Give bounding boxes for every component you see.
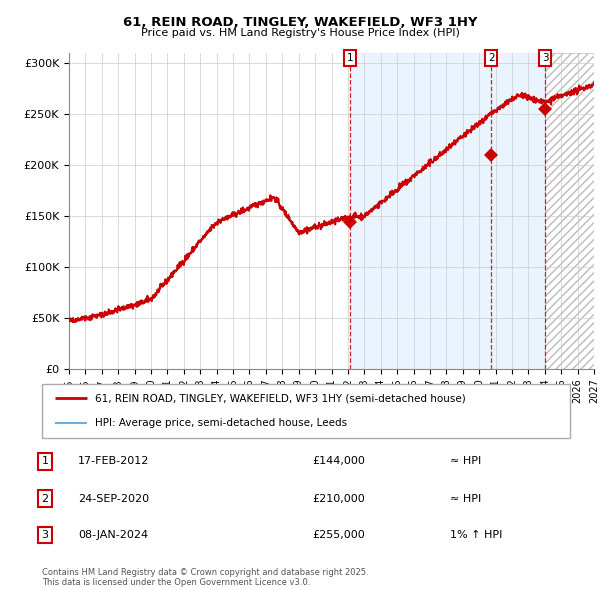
Text: £144,000: £144,000 — [312, 457, 365, 466]
Text: 08-JAN-2024: 08-JAN-2024 — [78, 530, 148, 540]
Bar — [545, 53, 594, 369]
Text: 1% ↑ HPI: 1% ↑ HPI — [450, 530, 502, 540]
Text: £210,000: £210,000 — [312, 494, 365, 503]
Text: £255,000: £255,000 — [312, 530, 365, 540]
Text: 61, REIN ROAD, TINGLEY, WAKEFIELD, WF3 1HY: 61, REIN ROAD, TINGLEY, WAKEFIELD, WF3 1… — [123, 16, 477, 29]
Text: 24-SEP-2020: 24-SEP-2020 — [78, 494, 149, 503]
Text: ≈ HPI: ≈ HPI — [450, 457, 481, 466]
Text: 61, REIN ROAD, TINGLEY, WAKEFIELD, WF3 1HY (semi-detached house): 61, REIN ROAD, TINGLEY, WAKEFIELD, WF3 1… — [95, 393, 466, 403]
Text: 1: 1 — [347, 53, 353, 63]
Text: 1: 1 — [41, 457, 49, 466]
Text: 2: 2 — [488, 53, 494, 63]
Text: Contains HM Land Registry data © Crown copyright and database right 2025.
This d: Contains HM Land Registry data © Crown c… — [42, 568, 368, 587]
Text: ≈ HPI: ≈ HPI — [450, 494, 481, 503]
Text: HPI: Average price, semi-detached house, Leeds: HPI: Average price, semi-detached house,… — [95, 418, 347, 428]
Text: 17-FEB-2012: 17-FEB-2012 — [78, 457, 149, 466]
Bar — [350, 53, 545, 369]
Bar — [545, 53, 594, 369]
FancyBboxPatch shape — [42, 384, 570, 438]
Text: Price paid vs. HM Land Registry's House Price Index (HPI): Price paid vs. HM Land Registry's House … — [140, 28, 460, 38]
Text: 3: 3 — [542, 53, 548, 63]
Text: 3: 3 — [41, 530, 49, 540]
Text: 2: 2 — [41, 494, 49, 503]
